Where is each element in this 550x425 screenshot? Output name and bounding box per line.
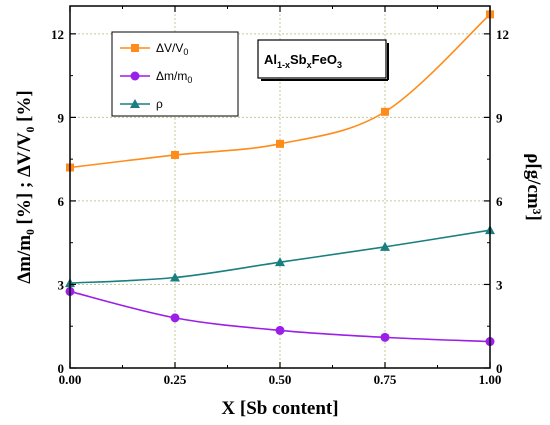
formula-text: Al1-xSbxFeO3	[264, 52, 342, 70]
formula-base: Al	[264, 52, 277, 67]
y-tick-label: 12	[51, 27, 64, 42]
formula-box	[257, 39, 387, 79]
data-point-dm	[170, 313, 180, 323]
y2-tick-label: 3	[496, 277, 503, 292]
y2-tick-label: 6	[496, 194, 503, 209]
data-point-dv	[381, 107, 389, 116]
data-point-rho	[275, 257, 285, 267]
formula-tail: FeO	[312, 52, 337, 67]
data-point-dv	[171, 150, 179, 159]
y-tick-label: 0	[58, 361, 65, 376]
formula-sub3: 3	[337, 60, 342, 70]
y-axis-left-title: Δm/m₀ [%] ; ΔV/V₀ [%]	[14, 90, 35, 284]
x-tick-label: 0.00	[59, 372, 82, 387]
legend-marker-rho	[130, 99, 140, 108]
x-tick-label: 0.50	[269, 372, 292, 387]
x-tick-label: 0.25	[164, 372, 187, 387]
y2-tick-label: 9	[496, 110, 503, 125]
y-tick-label: 9	[58, 110, 65, 125]
y-tick-label: 3	[58, 277, 65, 292]
data-point-rho	[170, 272, 180, 282]
data-point-dm	[275, 325, 285, 335]
legend-label-dv: ΔV/V0	[156, 41, 188, 57]
y2-tick-label: 12	[496, 27, 509, 42]
axis-ticks	[69, 6, 491, 369]
x-axis-title: X [Sb content]	[221, 398, 338, 419]
y-tick-label: 6	[58, 194, 65, 209]
x-tick-label: 1.00	[479, 372, 502, 387]
formula-sub1: 1-x	[277, 60, 290, 70]
y2-tick-label: 0	[496, 361, 503, 376]
legend: ΔV/V0 Δm/m0 ρ	[111, 31, 239, 117]
legend-marker-dv	[131, 44, 139, 52]
data-point-dm	[380, 332, 390, 342]
formula-sub2: x	[307, 60, 312, 70]
legend-label-rho: ρ	[156, 97, 163, 111]
data-point-rho	[380, 241, 390, 251]
legend-marker-dm	[130, 71, 140, 81]
formula-mid: Sb	[290, 52, 307, 67]
y-axis-right-title: ρ[g/cm³]	[523, 153, 544, 221]
legend-label-dm: Δm/m0	[156, 69, 192, 85]
x-tick-label: 0.75	[374, 372, 397, 387]
formula-annotation: Al1-xSbxFeO3	[257, 39, 389, 81]
data-point-dv	[276, 139, 284, 148]
